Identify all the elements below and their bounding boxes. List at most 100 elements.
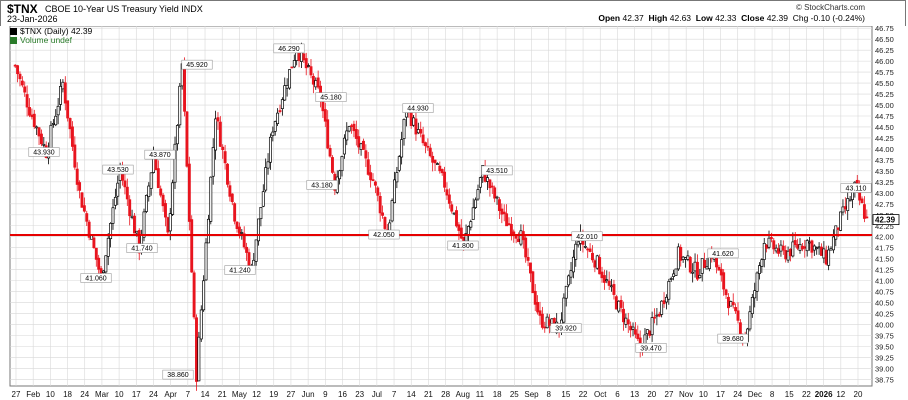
y-tick-label: 39.75 [875,332,894,341]
candle-body [221,146,225,151]
candle-body [753,290,757,299]
candle-body [159,188,163,196]
y-tick-label: 40.25 [875,310,894,319]
annotation-label: 43.180 [311,182,333,189]
candle-body [128,199,132,217]
candle-body [290,66,294,69]
candle-body [214,118,218,151]
candle-body [49,124,53,151]
candle-body [860,198,864,204]
candle-body [517,238,520,243]
candle-body [760,259,764,267]
candle-body [400,139,404,158]
y-tick-label: 40.50 [875,299,894,308]
x-tick-label: Aug [456,390,470,399]
candle-body [80,192,84,208]
candle-body [705,266,709,270]
candle-body [266,161,270,169]
quote-summary: Open 42.37 High 42.63 Low 42.33 Close 42… [598,13,865,23]
candle-body [667,281,671,300]
candle-body [805,240,809,252]
annotation-box [402,103,434,113]
x-tick-label: 6 [615,390,620,399]
candle-body [209,176,213,222]
candle-body [347,126,351,132]
candle-body [428,147,432,157]
candle-body [87,221,91,238]
candle-body [390,200,394,222]
candle-body [772,240,776,250]
x-tick-label: 27 [286,390,295,399]
candle-body [254,239,258,262]
candle-body [459,227,463,239]
x-tick-label: 7 [186,390,191,399]
candle-body [431,155,435,163]
candle-body [245,246,249,253]
candle-body [13,64,17,67]
candle-body [30,114,34,118]
candle-body [252,259,256,267]
candle-body [786,250,790,261]
candle-body [715,257,718,268]
candle-body [567,275,571,286]
y-tick-label: 39.25 [875,353,894,362]
legend-swatch-volume [10,37,17,45]
candle-body [195,317,198,382]
candle-body [543,326,547,329]
candle-body [70,126,74,147]
candle-body [653,316,656,319]
candle-body [230,193,234,203]
x-tick-label: 21 [218,390,227,399]
candle-body [202,280,206,311]
copyright: © StockCharts.com [795,3,865,12]
candle-body [435,163,439,165]
candle-body [331,157,334,173]
candle-body [758,265,761,274]
high-value: 42.63 [669,13,692,23]
candle-body [586,248,590,251]
annotation-box [571,231,603,242]
candle-body [531,271,535,294]
annotation-label: 43.510 [486,168,508,175]
x-tick-label: 8 [770,390,775,399]
candle-body [476,189,480,200]
candle-body [240,232,244,234]
candle-body [865,216,869,219]
candle-body [338,170,342,180]
annotation-box [481,165,513,176]
y-tick-label: 43.50 [875,167,894,176]
annotation-label: 42.010 [576,234,598,241]
candle-body [810,240,814,253]
low-label: Low [695,13,713,23]
annotation-box [707,248,739,259]
candle-body [116,182,120,197]
candle-body [204,242,208,281]
candle-body [168,213,172,232]
candle-body [326,119,330,149]
legend-price-label: $TNX (Daily) 42.39 [20,26,93,36]
x-tick-label: 2026 [815,390,833,399]
candle-body [796,244,800,249]
x-tick-label: 15 [561,390,570,399]
open-value: 42.37 [622,13,644,23]
candle-body [478,177,482,188]
x-tick-label: 10 [46,390,55,399]
candle-body [686,255,690,260]
candle-body [73,144,77,168]
candle-body [443,171,447,188]
candle-body [571,256,575,273]
candle-body [655,314,659,317]
x-tick-label: 23 [355,390,364,399]
x-tick-label: 27 [665,390,674,399]
candle-body [161,194,165,207]
candle-body [56,105,60,116]
candle-body [452,212,456,215]
y-tick-label: 39.00 [875,364,894,373]
candle-body [295,51,299,61]
annotation-box [368,229,400,240]
candle-body [66,100,70,119]
candle-body [502,211,506,215]
candle-body [321,100,325,112]
candle-body [731,301,735,306]
candle-body [63,82,67,104]
